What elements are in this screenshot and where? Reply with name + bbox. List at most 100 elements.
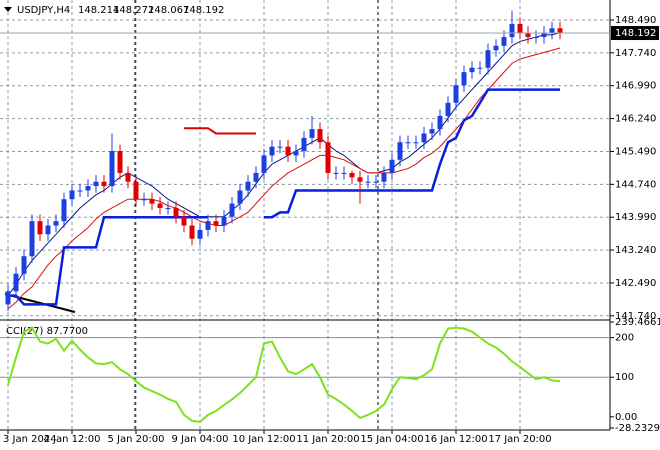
candle-body bbox=[205, 221, 211, 230]
y-tick-label: 147.740 bbox=[615, 48, 656, 59]
y-tick-label: 142.490 bbox=[615, 278, 656, 289]
candle-body bbox=[21, 256, 27, 274]
x-tick-label: 15 Jan 04:00 bbox=[360, 434, 423, 445]
candle-body bbox=[397, 142, 403, 160]
y-tick-label: 143.990 bbox=[615, 212, 656, 223]
candle-body bbox=[389, 159, 395, 173]
cci-title: CCI(27) 87.7700 bbox=[6, 326, 88, 337]
x-tick-label: 11 Jan 20:00 bbox=[296, 434, 359, 445]
y-tick-label: 145.490 bbox=[615, 146, 656, 157]
candle-body bbox=[77, 190, 83, 192]
candle-body bbox=[285, 146, 291, 156]
y-tick-label: 239.4661 bbox=[615, 317, 660, 328]
quote-high: 148.272 bbox=[113, 5, 154, 16]
candle-body bbox=[541, 32, 547, 38]
candle-body bbox=[429, 129, 435, 134]
candle-body bbox=[341, 172, 347, 174]
quote-close: 148.192 bbox=[183, 5, 224, 16]
candle-body bbox=[149, 199, 155, 204]
candle-body bbox=[493, 45, 499, 51]
indicator-line bbox=[7, 47, 561, 310]
x-tick-label: 10 Jan 12:00 bbox=[232, 434, 295, 445]
y-tick-label: 143.240 bbox=[615, 245, 656, 256]
candle-body bbox=[469, 67, 475, 73]
candle-body bbox=[373, 181, 379, 183]
candle-body bbox=[333, 172, 339, 174]
x-tick-label: 9 Jan 04:00 bbox=[172, 434, 229, 445]
candle-body bbox=[5, 291, 11, 305]
candle-body bbox=[101, 181, 107, 187]
candle-body bbox=[181, 216, 187, 226]
candle-body bbox=[29, 221, 35, 257]
y-tick-label: 200 bbox=[615, 333, 634, 344]
candle-body bbox=[165, 207, 171, 209]
last-price-box bbox=[611, 26, 659, 41]
candle-body bbox=[557, 28, 563, 34]
x-tick-label: 17 Jan 20:00 bbox=[488, 434, 551, 445]
candle-body bbox=[93, 181, 99, 187]
candle-body bbox=[477, 67, 483, 69]
candle-body bbox=[173, 207, 179, 217]
candle-body bbox=[501, 37, 507, 46]
candle-body bbox=[109, 151, 115, 187]
candle-body bbox=[125, 172, 131, 182]
y-tick-label: 148.490 bbox=[615, 15, 656, 26]
candle-body bbox=[525, 32, 531, 38]
symbol-title: USDJPY,H4 bbox=[17, 5, 70, 16]
last-price-label: 148.192 bbox=[615, 28, 656, 39]
candle-body bbox=[277, 146, 283, 148]
candle-body bbox=[445, 102, 451, 116]
candle-body bbox=[325, 142, 331, 173]
candle-body bbox=[157, 203, 163, 208]
candle-body bbox=[189, 225, 195, 239]
candle-body bbox=[117, 151, 123, 173]
candle-body bbox=[133, 181, 139, 200]
candle-body bbox=[269, 146, 275, 156]
y-tick-label: 100 bbox=[615, 372, 634, 383]
candle-body bbox=[517, 23, 523, 33]
candle-body bbox=[141, 199, 147, 201]
x-tick-label: 3 Jan 2024 bbox=[3, 434, 57, 445]
candle-body bbox=[509, 23, 515, 38]
candle-body bbox=[197, 229, 203, 239]
y-tick-label: 146.240 bbox=[615, 114, 656, 125]
candle-body bbox=[245, 181, 251, 191]
candle-body bbox=[69, 190, 75, 200]
candle-body bbox=[61, 199, 67, 222]
candle-body bbox=[237, 190, 243, 204]
candle-body bbox=[357, 177, 363, 182]
candle-body bbox=[437, 115, 443, 130]
dropdown-icon bbox=[4, 7, 12, 12]
y-tick-label: 141.740 bbox=[615, 311, 656, 322]
candle-body bbox=[221, 216, 227, 226]
candle-body bbox=[37, 221, 43, 235]
quote-open: 148.214 bbox=[78, 5, 119, 16]
x-tick-label: 5 Jan 20:00 bbox=[108, 434, 165, 445]
candle-body bbox=[13, 273, 19, 292]
candle-body bbox=[405, 142, 411, 144]
indicator-line bbox=[8, 88, 560, 306]
candle-body bbox=[461, 72, 467, 86]
indicator-line bbox=[7, 326, 561, 424]
y-tick-label: 0.00 bbox=[615, 412, 637, 423]
candle-body bbox=[301, 137, 307, 152]
indicator-line bbox=[184, 127, 256, 135]
candle-body bbox=[549, 28, 555, 33]
candle-body bbox=[213, 221, 219, 226]
indicator-line bbox=[7, 32, 561, 296]
y-tick-label: 146.990 bbox=[615, 81, 656, 92]
x-tick-label: 16 Jan 12:00 bbox=[424, 434, 487, 445]
candle-body bbox=[229, 203, 235, 217]
quote-low: 148.067 bbox=[148, 5, 189, 16]
candle-body bbox=[261, 155, 267, 173]
candle-body bbox=[365, 181, 371, 183]
candle-body bbox=[421, 133, 427, 143]
candle-body bbox=[293, 151, 299, 156]
candle-body bbox=[381, 172, 387, 182]
candle-body bbox=[533, 37, 539, 39]
candle-body bbox=[53, 221, 59, 226]
candle-body bbox=[413, 142, 419, 144]
candle-body bbox=[85, 186, 91, 191]
